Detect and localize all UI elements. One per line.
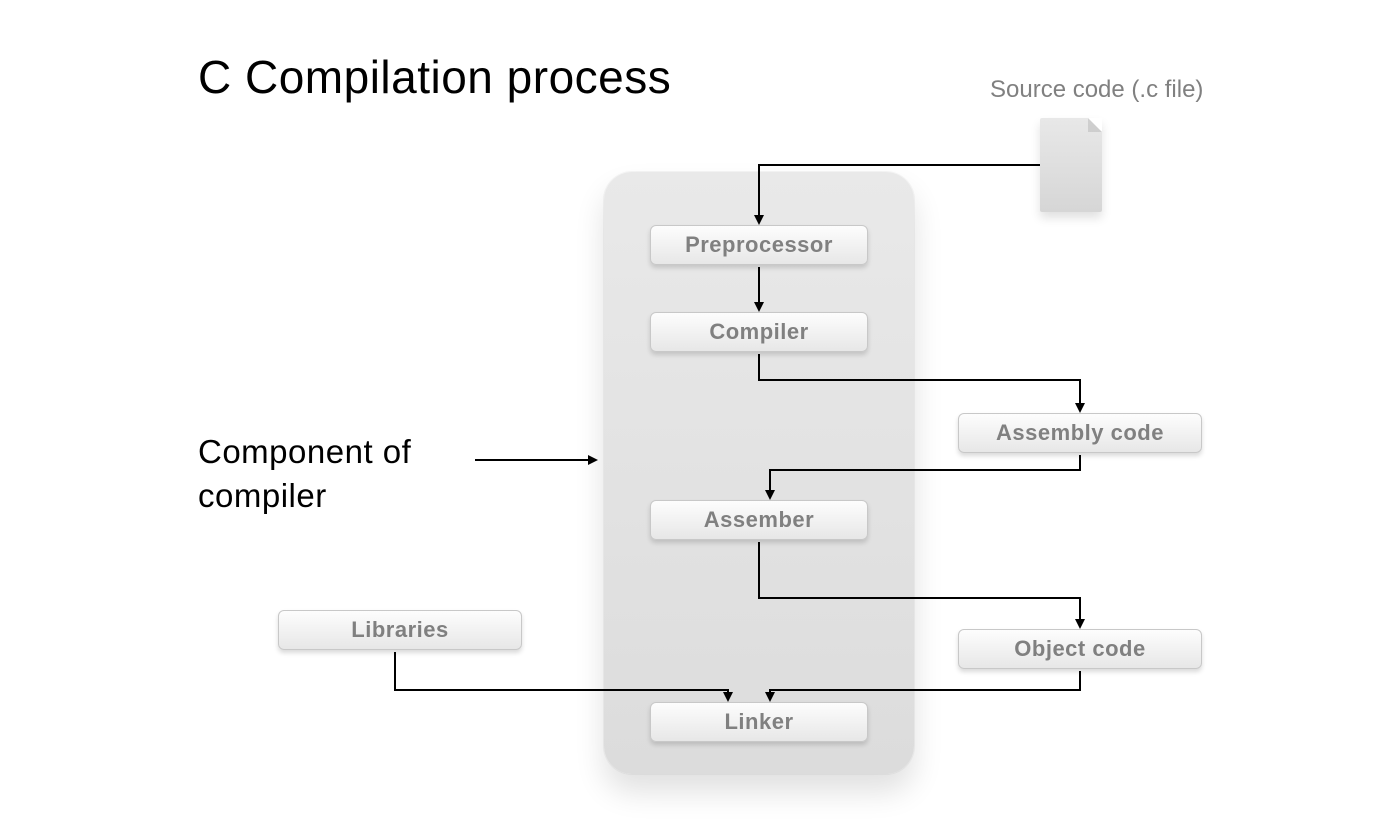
node-linker: Linker <box>650 702 868 742</box>
side-label-line2: compiler <box>198 474 411 518</box>
page-title: C Compilation process <box>198 50 671 104</box>
source-file-icon <box>1040 118 1102 212</box>
diagram-canvas: C Compilation process Source code (.c fi… <box>0 0 1400 836</box>
side-label-line1: Component of <box>198 430 411 474</box>
source-code-label: Source code (.c file) <box>990 76 1203 104</box>
node-object: Object code <box>958 629 1202 669</box>
component-of-compiler-label: Component of compiler <box>198 430 411 518</box>
node-preprocessor: Preprocessor <box>650 225 868 265</box>
node-assembly: Assembly code <box>958 413 1202 453</box>
node-compiler: Compiler <box>650 312 868 352</box>
node-libraries: Libraries <box>278 610 522 650</box>
node-assembler: Assember <box>650 500 868 540</box>
